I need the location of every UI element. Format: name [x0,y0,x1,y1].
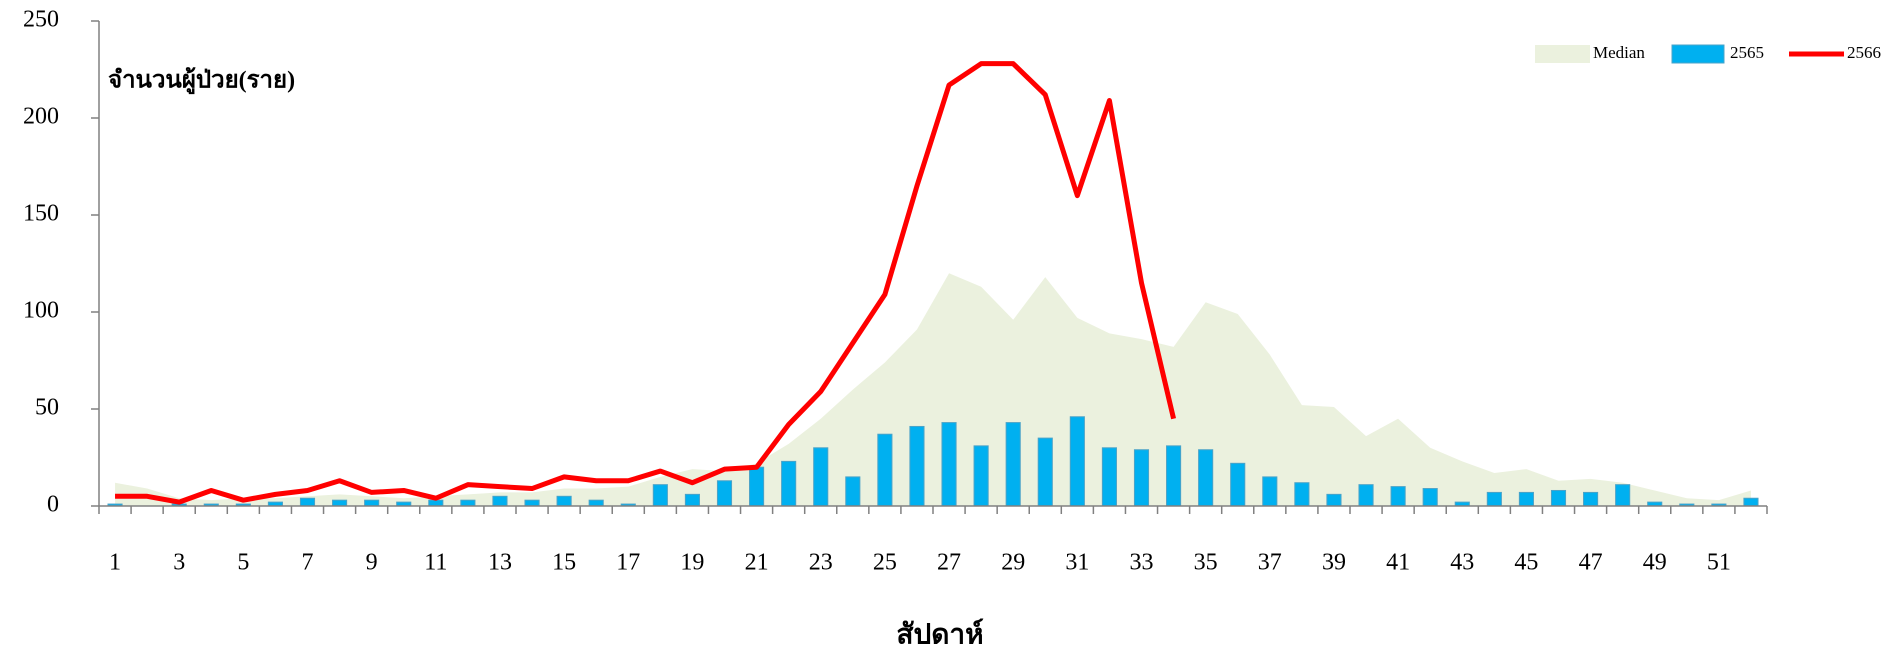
bar [1005,422,1021,507]
bar [813,447,829,507]
bar [1518,491,1534,507]
legend-label: Median [1593,43,1645,62]
x-tick-label: 11 [424,550,447,576]
x-tick-label: 21 [745,550,769,576]
bar [973,445,989,507]
x-tick-label: 29 [1001,550,1025,576]
x-tick-label: 17 [616,550,640,576]
bar [524,499,540,507]
legend-swatch [1671,44,1725,64]
x-tick-label: 49 [1643,550,1667,576]
bar [1262,476,1278,507]
bar [1358,484,1374,507]
bar [556,495,572,507]
bar [364,499,380,507]
bar [1390,486,1406,507]
bar [684,493,700,507]
x-tick-label: 37 [1258,550,1282,576]
bar [1615,484,1631,507]
bar [299,497,316,507]
x-tick-label: 35 [1194,550,1218,576]
bar [1743,497,1759,507]
x-tick-label: 47 [1579,550,1603,576]
y-axis-label: จำนวนผู้ป่วย(ราย) [108,67,295,95]
x-tick-label: 51 [1707,550,1731,576]
bar [909,425,925,507]
bar [1583,491,1599,507]
bar [460,499,476,507]
x-tick-label: 41 [1386,550,1410,576]
line [115,61,1177,505]
x-tick-label: 5 [237,550,249,576]
x-tick-label: 13 [488,550,512,576]
y-tick-label: 50 [35,395,59,421]
bar [1198,449,1214,507]
bar [332,499,348,507]
bar [749,466,765,507]
bar [1294,482,1310,507]
bar [1069,416,1085,507]
x-tick-label: 33 [1130,550,1154,576]
x-tick-label: 25 [873,550,897,576]
bar [1486,491,1502,507]
y-tick-label: 100 [23,298,59,324]
bar [1326,493,1342,507]
bar [1101,447,1117,507]
x-tick-label: 3 [173,550,185,576]
y-tick-label: 150 [23,201,59,227]
x-tick-label: 39 [1322,550,1346,576]
x-axis-label: สัปดาห์ [896,618,983,650]
y-tick-label: 200 [23,104,59,130]
legend-label: 2566 [1847,43,1881,62]
bar [1037,437,1053,507]
bar [845,476,861,507]
bar [428,499,444,507]
x-tick-label: 1 [109,550,121,576]
bar [716,480,733,507]
y-tick-label: 0 [47,492,59,518]
bar [588,499,604,507]
bar [1133,449,1150,507]
x-tick-label: 43 [1450,550,1474,576]
x-tick-label: 9 [366,550,378,576]
median-area [115,273,1751,506]
bar [1422,488,1438,507]
bar [941,422,957,507]
x-tick-label: 23 [809,550,833,576]
x-tick-label: 31 [1065,550,1089,576]
legend-label: 2565 [1730,43,1764,62]
x-tick-label: 15 [552,550,576,576]
x-tick-label: 45 [1514,550,1538,576]
bar [1166,445,1182,507]
bar [1550,489,1567,507]
bar [781,460,797,507]
bar [652,484,668,507]
bar [492,495,508,507]
y-tick-label: 250 [23,7,59,33]
legend-swatch [1535,45,1590,63]
x-tick-label: 19 [680,550,704,576]
bar [877,433,893,507]
x-tick-label: 7 [302,550,314,576]
bar [1230,462,1246,507]
x-tick-label: 27 [937,550,961,576]
